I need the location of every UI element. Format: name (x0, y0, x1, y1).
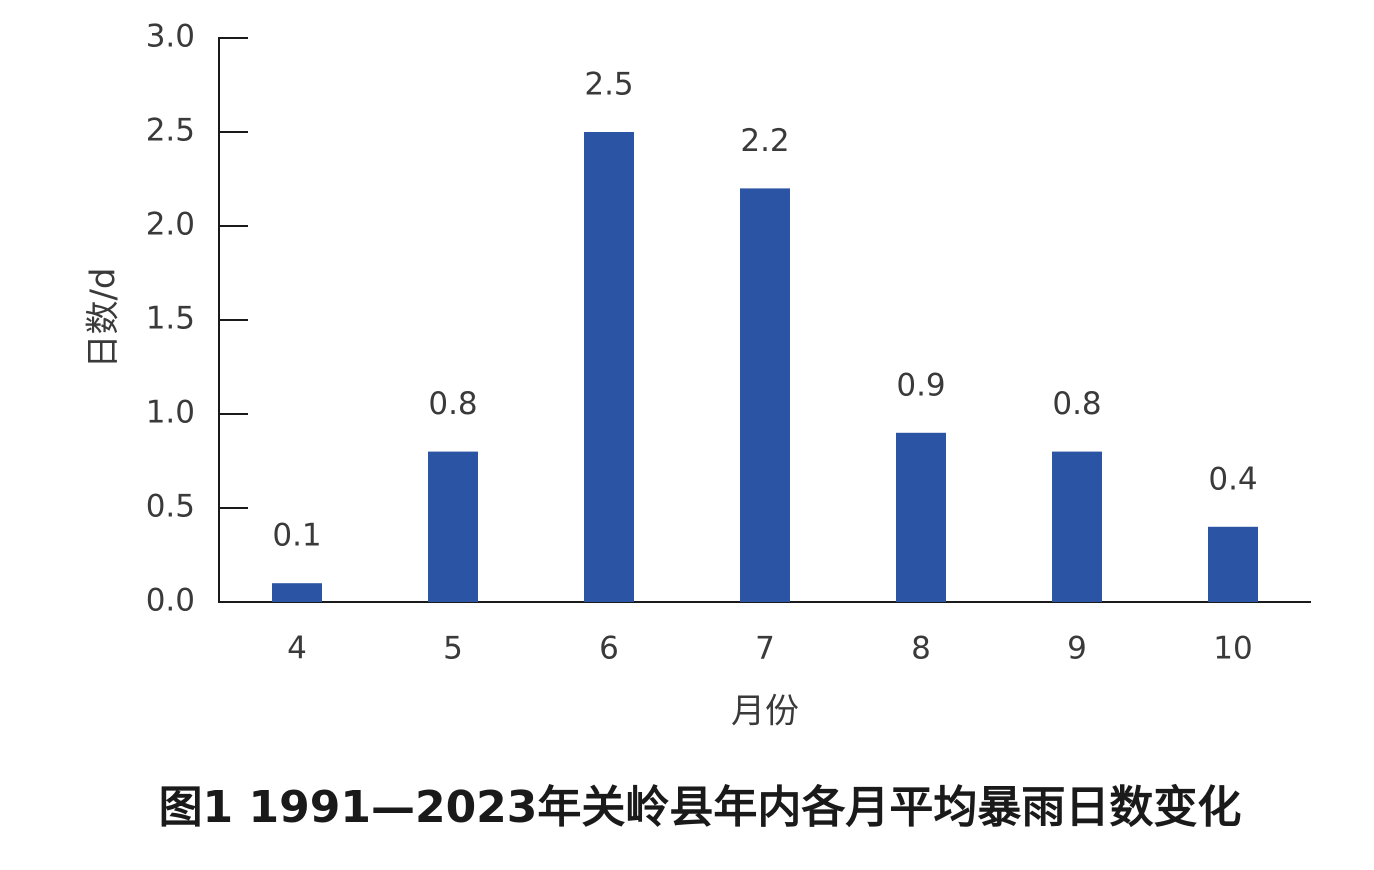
bar (1052, 451, 1102, 602)
value-label: 0.8 (1052, 386, 1101, 422)
x-tick-label: 8 (911, 631, 931, 667)
y-tick-label: 0.5 (146, 489, 195, 525)
x-tick-label: 5 (443, 631, 463, 667)
bar (896, 432, 946, 602)
y-tick-label: 1.5 (146, 301, 195, 337)
x-tick-label: 4 (287, 631, 307, 667)
bar (584, 132, 634, 602)
chart-title: 图1 1991—2023年关岭县年内各月平均暴雨日数变化 (159, 782, 1242, 833)
bar (740, 188, 790, 602)
bar (272, 583, 322, 602)
x-tick-label: 9 (1067, 631, 1087, 667)
value-label: 0.9 (896, 367, 945, 403)
value-label: 2.5 (584, 67, 633, 103)
x-tick-label: 7 (755, 631, 775, 667)
y-tick-label: 1.0 (146, 395, 195, 431)
x-axis-title: 月份 (731, 692, 799, 732)
y-tick-label: 2.5 (146, 113, 195, 149)
y-tick-label: 2.0 (146, 207, 195, 243)
x-tick-label: 6 (599, 631, 619, 667)
y-tick-label: 0.0 (146, 583, 195, 619)
value-label: 2.2 (740, 123, 789, 159)
y-axis-title: 日数/d (84, 267, 124, 368)
bar (1208, 526, 1258, 602)
value-label: 0.8 (428, 386, 477, 422)
value-label: 0.1 (272, 518, 321, 554)
x-tick-label: 10 (1213, 631, 1252, 667)
value-label: 0.4 (1208, 461, 1257, 497)
y-tick-label: 3.0 (146, 19, 195, 55)
bar (428, 451, 478, 602)
